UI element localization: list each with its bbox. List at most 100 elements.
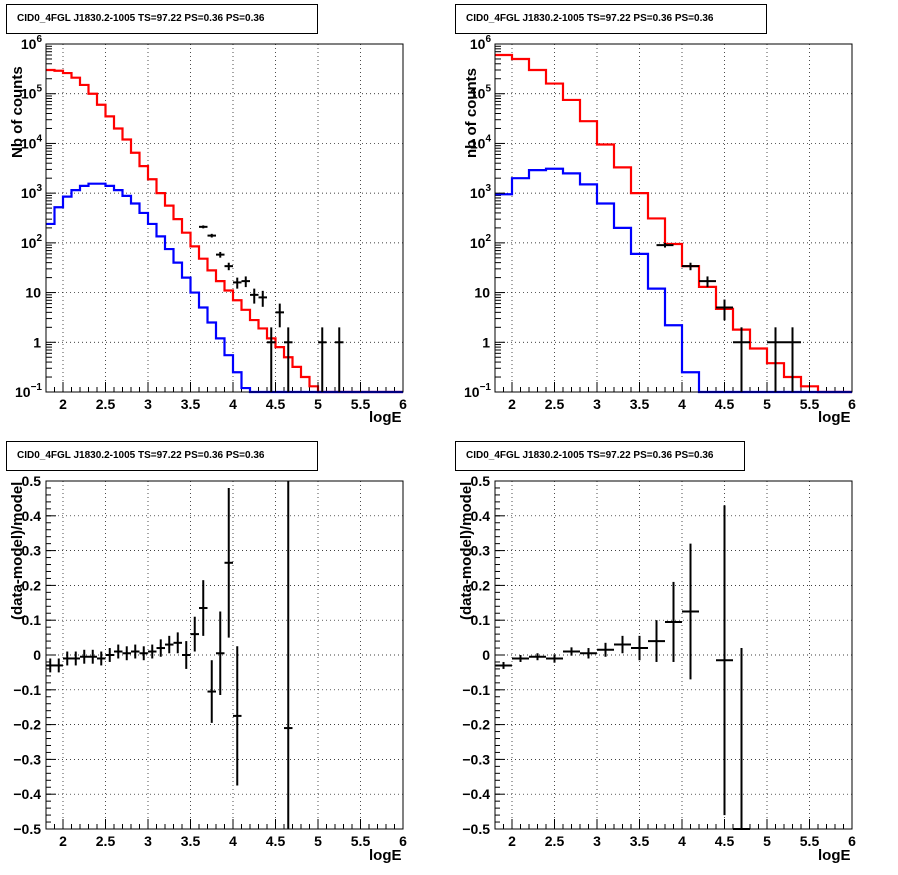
- y-tick-label: 0: [482, 647, 490, 663]
- data-point: [165, 635, 174, 654]
- y-tick-label: 1: [33, 334, 41, 350]
- y-tick-label: −0.1: [462, 682, 490, 698]
- x-tick-label: 4: [229, 833, 237, 849]
- x-tick-label: 5: [314, 396, 322, 412]
- x-tick-label: 4: [678, 833, 686, 849]
- data-point: [682, 543, 699, 680]
- y-tick-label: −0.4: [462, 786, 490, 802]
- data-point: [131, 644, 140, 659]
- data-point: [105, 648, 114, 662]
- data-point: [182, 641, 191, 669]
- chart-plot-2: 2 2.5 3 3.5 4 4.5 5 5.5 6 −0.5 −0.4 −0.3 −0.2 −0.1 0 0.…: [13, 473, 407, 849]
- y-tick-label: 103: [470, 183, 492, 201]
- data-point: [207, 660, 216, 723]
- data-point: [216, 611, 225, 696]
- y-tick-label: 0: [33, 647, 41, 663]
- data-point: [224, 487, 233, 638]
- data-point: [122, 646, 131, 661]
- y-tick-label: −0.2: [13, 717, 41, 733]
- x-tick-label: 2.5: [96, 396, 116, 412]
- data-point: [250, 288, 259, 304]
- data-point: [173, 632, 182, 654]
- data-point: [275, 303, 284, 328]
- y-tick-label: 0.1: [471, 612, 491, 628]
- x-tick-label: 3.5: [630, 396, 650, 412]
- chart-title: CID0_4FGL J1830.2-1005 TS=97.22 PS=0.36 …: [455, 4, 767, 34]
- x-tick-label: 4: [229, 396, 237, 412]
- data-point: [631, 635, 648, 661]
- data-point: [284, 481, 293, 829]
- y-tick-label: 0.2: [471, 577, 491, 593]
- y-tick-label: 105: [470, 84, 492, 102]
- data-point: [716, 299, 733, 321]
- data-point: [529, 653, 546, 661]
- y-tick-label: 0.5: [22, 473, 42, 489]
- y-tick-label: −0.3: [13, 751, 41, 767]
- histogram-line: [495, 167, 852, 394]
- y-tick-label: −0.5: [462, 821, 490, 837]
- data-point: [233, 646, 242, 786]
- x-tick-label: 4.5: [266, 396, 286, 412]
- data-point: [563, 647, 580, 656]
- plot-frame: [45, 480, 404, 830]
- x-tick-label: 4.5: [715, 396, 735, 412]
- x-tick-label: 4: [678, 396, 686, 412]
- data-point: [284, 327, 293, 392]
- x-tick-label: 3: [144, 396, 152, 412]
- y-tick-label: 0.3: [22, 543, 42, 559]
- data-point: [46, 658, 55, 673]
- data-point: [156, 639, 165, 657]
- data-point: [148, 644, 157, 659]
- chart-plot-3: 2 2.5 3 3.5 4 4.5 5 5.5 6 −0.5 −0.4 −0.3 −0.2 −0.1 0 0.…: [462, 473, 856, 849]
- data-point: [733, 648, 750, 830]
- x-tick-label: 6: [848, 396, 856, 412]
- data-point: [63, 651, 72, 666]
- data-point: [580, 648, 597, 659]
- histogram-line: [46, 68, 403, 394]
- data-point: [54, 658, 63, 673]
- chart-plot-0: 2 2.5 3 3.5 4 4.5 5 5.5 6 10−1 1 10 102 103 104 105 106: [15, 34, 407, 412]
- chart-panel-counts-right: CID0_4FGL J1830.2-1005 TS=97.22 PS=0.36 …: [449, 0, 898, 437]
- y-tick-label: 103: [21, 183, 43, 201]
- x-tick-label: 2: [59, 833, 67, 849]
- x-tick-label: 5.5: [351, 833, 371, 849]
- chart-panel-counts-left: CID0_4FGL J1830.2-1005 TS=97.22 PS=0.36 …: [0, 0, 449, 437]
- x-tick-label: 2: [508, 833, 516, 849]
- y-tick-label: 10: [474, 285, 490, 301]
- data-point: [267, 327, 276, 392]
- y-tick-label: 102: [470, 233, 492, 251]
- data-point: [139, 646, 148, 661]
- y-tick-label: −0.3: [462, 751, 490, 767]
- plot-frame: [494, 43, 853, 393]
- x-tick-label: 3.5: [181, 396, 201, 412]
- x-tick-label: 2: [508, 396, 516, 412]
- x-tick-label: 6: [399, 833, 407, 849]
- data-point: [495, 661, 512, 669]
- x-tick-label: 3.5: [630, 833, 650, 849]
- y-tick-label: 104: [21, 133, 43, 151]
- data-point: [71, 651, 80, 666]
- chart-plot-1: 2 2.5 3 3.5 4 4.5 5 5.5 6 10−1 1 10 102 103 104 105 106: [464, 34, 856, 412]
- y-tick-label: 10: [25, 285, 41, 301]
- y-tick-label: 106: [470, 34, 492, 52]
- x-tick-label: 2.5: [545, 396, 565, 412]
- plot-frame: [45, 43, 404, 393]
- data-point: [88, 649, 97, 664]
- data-point: [699, 276, 716, 288]
- data-point: [597, 642, 614, 657]
- data-point: [233, 277, 242, 289]
- y-tick-label: 0.1: [22, 612, 42, 628]
- x-tick-label: 3: [593, 833, 601, 849]
- y-tick-label: 0.5: [471, 473, 491, 489]
- x-tick-label: 5: [763, 833, 771, 849]
- data-point: [716, 505, 733, 816]
- chart-panel-residual-right: CID0_4FGL J1830.2-1005 TS=97.22 PS=0.36 …: [449, 437, 898, 875]
- data-point: [199, 580, 208, 636]
- data-point: [767, 327, 784, 392]
- y-tick-label: 0.3: [471, 543, 491, 559]
- data-point: [199, 225, 208, 229]
- data-point: [335, 327, 344, 392]
- data-point: [682, 262, 699, 271]
- data-point: [224, 262, 233, 271]
- x-tick-label: 4.5: [266, 833, 286, 849]
